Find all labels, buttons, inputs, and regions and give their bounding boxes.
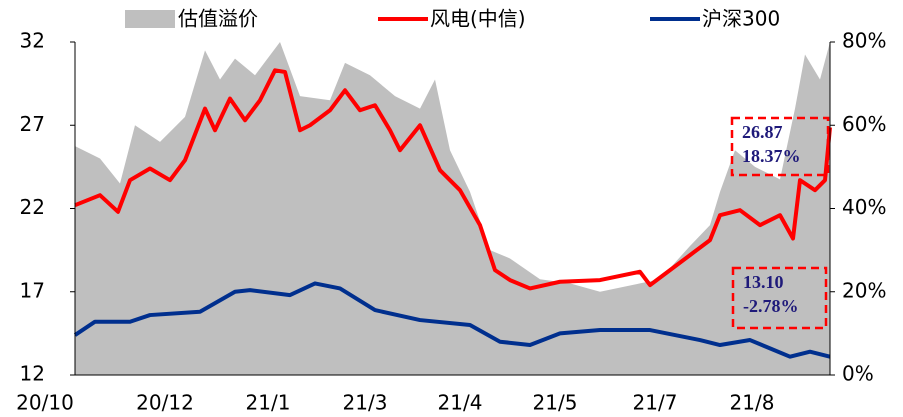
y2-tick-label: 40%: [842, 195, 886, 219]
y-tick-label: 17: [20, 278, 45, 302]
y2-tick-label: 80%: [842, 29, 886, 53]
x-tick-label: 21/7: [633, 391, 678, 415]
y-tick-label: 22: [20, 195, 45, 219]
y-tick-label: 12: [20, 362, 45, 386]
x-tick-label: 20/10: [16, 391, 74, 415]
legend-label: 风电(中信): [430, 7, 526, 31]
x-tick-label: 21/8: [730, 391, 775, 415]
annotation-text: 26.87: [742, 122, 783, 142]
annotation-text: -2.78%: [743, 296, 799, 316]
annotation-text: 18.37%: [742, 146, 801, 166]
x-tick-label: 21/4: [438, 391, 483, 415]
legend-label: 沪深300: [702, 7, 780, 31]
y2-tick-label: 60%: [842, 112, 886, 136]
annotation-box: [730, 116, 830, 177]
annotation-box: [731, 266, 828, 330]
legend-swatch: [125, 10, 175, 28]
legend-label: 估值溢价: [178, 7, 258, 31]
y2-tick-label: 20%: [842, 278, 886, 302]
line: [74, 68, 832, 291]
x-tick-label: 21/1: [246, 391, 291, 415]
y-tick-label: 32: [20, 29, 45, 53]
annotation-text: 13.10: [743, 272, 784, 292]
y2-tick-label: 0%: [842, 362, 874, 386]
x-tick-label: 20/12: [136, 391, 194, 415]
y-tick-label: 27: [20, 112, 45, 136]
line: [73, 281, 831, 359]
x-tick-label: 21/3: [343, 391, 388, 415]
x-tick-label: 21/5: [533, 391, 578, 415]
